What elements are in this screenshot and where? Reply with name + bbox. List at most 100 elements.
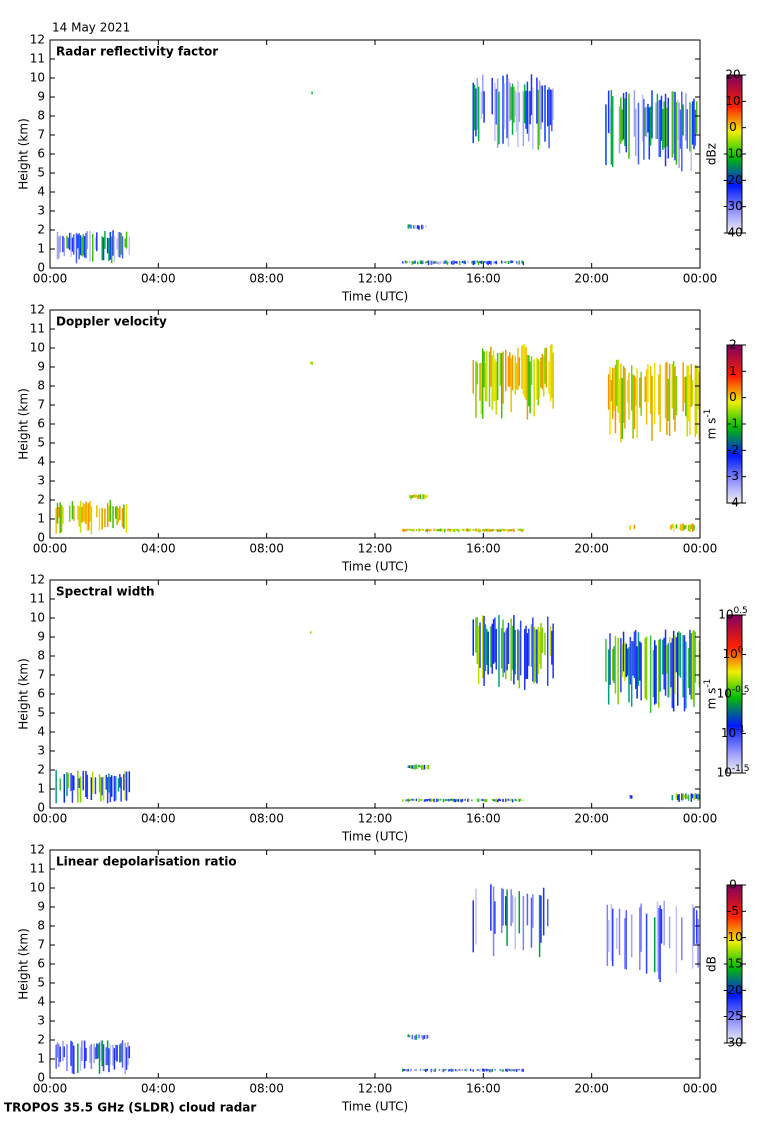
echo	[120, 1043, 122, 1062]
echo	[540, 85, 542, 130]
echo	[645, 106, 648, 137]
echo	[473, 260, 476, 265]
echo	[55, 1044, 57, 1069]
echo	[614, 364, 617, 434]
echo	[415, 529, 418, 532]
echo	[461, 798, 464, 802]
echo	[499, 1069, 502, 1071]
echo	[454, 799, 457, 803]
x-tick-label: 16:00	[466, 542, 501, 556]
echo	[667, 643, 669, 698]
echo	[490, 346, 492, 387]
echo	[83, 504, 86, 522]
echo	[124, 1042, 126, 1075]
echo	[544, 633, 546, 655]
echo	[507, 529, 510, 532]
echo	[456, 799, 458, 802]
echo	[490, 884, 492, 931]
echo	[438, 1068, 441, 1071]
echo	[481, 74, 484, 114]
x-tick-label: 12:00	[358, 542, 393, 556]
echo	[526, 893, 529, 926]
echo	[124, 238, 126, 248]
echo	[502, 889, 504, 926]
echo	[697, 368, 699, 410]
echo	[609, 633, 611, 685]
echo	[483, 616, 485, 686]
y-tick-label: 7	[37, 128, 45, 142]
echo	[110, 236, 113, 264]
echo	[63, 1046, 66, 1058]
echo	[471, 799, 473, 802]
x-axis-label: Time (UTC)	[341, 560, 408, 574]
echo	[467, 798, 469, 803]
echo	[448, 261, 450, 264]
echo	[492, 529, 495, 531]
y-tick-label: 3	[37, 744, 45, 758]
echo	[645, 369, 648, 425]
echo	[505, 798, 507, 802]
x-tick-label: 08:00	[249, 1082, 284, 1096]
echo	[637, 102, 640, 165]
echo	[461, 261, 464, 264]
y-tick-label: 8	[37, 109, 45, 123]
echo	[415, 1069, 418, 1072]
echo	[445, 260, 447, 264]
echo	[123, 774, 125, 791]
echo	[487, 631, 489, 675]
echo	[116, 505, 118, 526]
echo	[119, 774, 121, 788]
echo	[410, 495, 412, 500]
echo	[434, 260, 437, 264]
echo	[496, 353, 499, 400]
echo	[437, 261, 439, 265]
echo	[89, 1045, 91, 1064]
x-tick-label: 00:00	[683, 272, 718, 286]
echo	[90, 506, 93, 535]
echo	[644, 107, 646, 137]
echo	[79, 235, 82, 256]
echo	[414, 764, 416, 770]
y-tick-label: 10	[30, 881, 45, 895]
echo	[480, 260, 483, 265]
echo	[686, 365, 688, 437]
echo	[477, 261, 480, 265]
echo	[477, 1069, 480, 1072]
echo	[635, 378, 637, 406]
echo	[694, 631, 697, 683]
colorbar-tick-label: 0	[729, 878, 737, 892]
echo	[494, 617, 496, 663]
echo	[514, 1069, 516, 1071]
echo	[119, 1044, 121, 1063]
echo	[406, 799, 408, 801]
echo	[472, 360, 474, 394]
echo	[433, 261, 435, 264]
echo	[441, 528, 443, 532]
echo	[528, 628, 530, 666]
echo	[635, 108, 637, 157]
echo	[544, 85, 546, 142]
echo	[522, 344, 525, 395]
colorbar-tick-label: 2	[729, 338, 737, 352]
echo	[621, 377, 623, 440]
echo	[526, 81, 529, 134]
echo	[498, 91, 500, 145]
echo	[609, 366, 611, 435]
echo	[655, 102, 657, 140]
echo	[425, 529, 427, 532]
echo	[629, 525, 632, 531]
panel-title: Linear depolarisation ratio	[56, 855, 237, 869]
echo	[486, 350, 488, 402]
echo	[618, 378, 621, 423]
echo	[682, 104, 684, 136]
echo	[494, 82, 496, 141]
echo	[480, 799, 483, 801]
echo	[537, 359, 539, 406]
echo	[690, 363, 693, 407]
y-tick-label: 0	[37, 801, 45, 815]
panel-title: Spectral width	[56, 585, 155, 599]
echo	[108, 238, 110, 261]
echo	[618, 106, 621, 154]
echo	[469, 528, 472, 531]
x-tick-label: 08:00	[249, 812, 284, 826]
